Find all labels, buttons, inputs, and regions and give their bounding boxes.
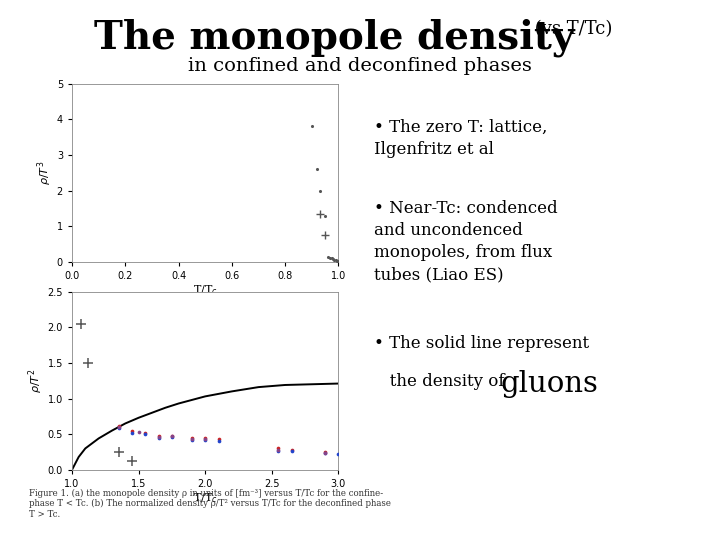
Point [333,257,344,266]
Point [273,444,284,453]
Text: in confined and deconfined phases: in confined and deconfined phases [188,57,532,75]
Point [186,435,197,443]
Point [320,449,331,458]
Point [153,434,164,442]
Point [113,423,125,431]
Point [306,122,318,131]
Point [333,450,344,458]
Point [286,446,297,454]
Point [199,436,211,444]
Point [320,448,331,457]
Point [126,426,138,435]
Point [166,432,178,441]
Text: • The solid line represent: • The solid line represent [374,335,590,352]
Point [330,256,341,265]
Point [199,434,211,443]
Y-axis label: $\rho/T^2$: $\rho/T^2$ [26,368,45,393]
Point [273,446,284,455]
X-axis label: T/T$_c$: T/T$_c$ [193,491,217,505]
Point [328,255,339,264]
Point [331,256,343,265]
Point [140,428,151,437]
Text: gluons: gluons [500,370,598,398]
Point [311,165,323,173]
Text: (vs T/Tc): (vs T/Tc) [529,21,613,38]
Point [320,448,331,456]
Point [113,421,125,430]
Point [166,433,178,441]
Text: • The zero T: lattice,
Ilgenfritz et al: • The zero T: lattice, Ilgenfritz et al [374,119,548,158]
Y-axis label: $\rho/T^3$: $\rho/T^3$ [35,160,54,185]
Point [314,186,325,195]
Point [186,434,197,443]
Text: the density of: the density of [374,373,510,389]
Point [286,447,297,456]
Point [166,431,178,440]
Point [328,256,340,265]
Point [113,423,125,432]
Point [319,211,330,220]
Point [213,436,225,445]
Point [186,436,197,444]
Text: The monopole density: The monopole density [94,19,574,57]
Text: • Near-Tc: condenced
and uncondenced
monopoles, from flux
tubes (Liao ES): • Near-Tc: condenced and uncondenced mon… [374,200,558,284]
Point [132,428,144,436]
Point [325,253,336,262]
X-axis label: T/T$_c$: T/T$_c$ [193,284,217,298]
Point [199,435,211,443]
Point [213,435,225,443]
Point [153,433,164,441]
Point [126,428,138,437]
Point [153,432,164,441]
Point [140,430,151,438]
Point [322,252,333,261]
Point [273,446,284,454]
Text: Figure 1. (a) the monopole density ρ in units of [fm⁻³] versus T/Tc for the conf: Figure 1. (a) the monopole density ρ in … [29,489,391,519]
Point [326,254,338,262]
